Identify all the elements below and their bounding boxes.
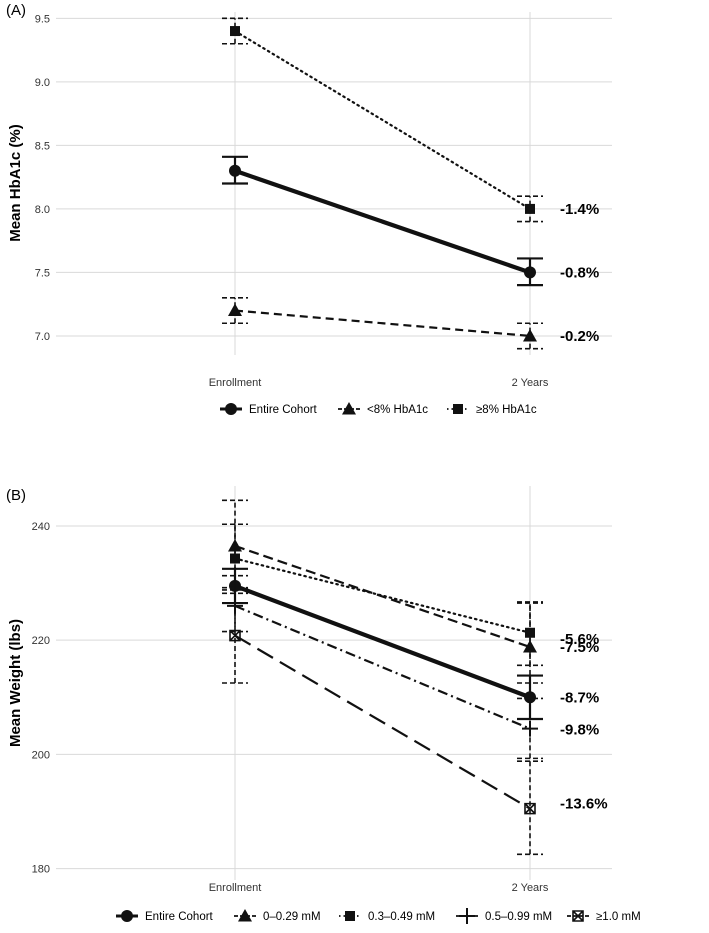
- y-tick-label: 9.0: [35, 77, 50, 89]
- legend-marker: [342, 402, 356, 415]
- data-label: -9.8%: [560, 722, 599, 739]
- y-tick-label: 220: [32, 635, 50, 647]
- data-label: -7.5%: [560, 639, 599, 656]
- data-point: [228, 303, 242, 317]
- series-1: -0.2%: [222, 297, 599, 350]
- data-point: [523, 328, 537, 342]
- legend-label: 0.3–0.49 mM: [368, 911, 435, 923]
- data-point: [525, 627, 535, 638]
- legend-marker: [572, 910, 584, 922]
- legend-label: Entire Cohort: [249, 404, 318, 416]
- legend-label: ≥1.0 mM: [596, 911, 641, 923]
- legend-label: 0–0.29 mM: [263, 911, 321, 923]
- y-tick-label: 200: [32, 749, 50, 761]
- series-0: -8.7%: [222, 567, 599, 721]
- legend-marker: [459, 908, 475, 924]
- data-label: -0.2%: [560, 328, 599, 345]
- data-point: [229, 164, 241, 177]
- y-tick-label: 240: [32, 521, 50, 533]
- series-0: -0.8%: [222, 155, 599, 287]
- legend-marker: [238, 909, 252, 922]
- series-line: [234, 604, 531, 730]
- y-tick-label: 7.0: [35, 331, 50, 343]
- data-point: [524, 802, 536, 815]
- series-2: -1.4%: [222, 17, 599, 223]
- y-tick-label: 8.5: [35, 140, 50, 152]
- data-label: -0.8%: [560, 264, 599, 281]
- series-4: -13.6%: [222, 589, 608, 856]
- series-1: -7.5%: [222, 499, 599, 684]
- legend-marker: [121, 910, 133, 922]
- y-tick-label: 7.5: [35, 267, 50, 279]
- series-line: [234, 168, 531, 275]
- series-line: [234, 544, 531, 649]
- legend-label: ≥8% HbA1c: [476, 404, 537, 416]
- data-point: [230, 26, 240, 37]
- legend-label: <8% HbA1c: [367, 404, 428, 416]
- legend-label: Entire Cohort: [145, 911, 214, 923]
- x-tick-label: 2 Years: [512, 377, 549, 389]
- x-tick-label: 2 Years: [512, 882, 549, 894]
- y-tick-label: 180: [32, 864, 50, 876]
- series-2: -5.6%: [222, 523, 599, 667]
- panel-label: (B): [6, 487, 26, 504]
- data-label: -13.6%: [560, 796, 608, 813]
- data-point: [230, 553, 240, 564]
- y-tick-label: 9.5: [35, 13, 50, 25]
- data-label: -1.4%: [560, 201, 599, 218]
- panel-label: (A): [6, 2, 26, 19]
- chart-panel-b: (B) Mean Weight (lbs) 180 200 220 240 Enrollme…: [6, 486, 641, 924]
- series-line: [234, 634, 531, 810]
- chart-panel-a: (A) Mean HbA1c (%) 7.0 7.5 8.0 8.5 9.0 9.5 Enrol…: [6, 2, 612, 416]
- series-line: [234, 583, 531, 700]
- legend: Entire Cohort <8% HbA1c ≥8% HbA1c: [220, 402, 537, 416]
- x-tick-label: Enrollment: [209, 882, 262, 894]
- x-tick-label: Enrollment: [209, 377, 262, 389]
- y-axis-label: Mean Weight (lbs): [7, 619, 24, 747]
- legend-marker: [453, 404, 463, 414]
- legend-marker: [225, 403, 237, 415]
- data-label: -8.7%: [560, 689, 599, 706]
- data-point: [524, 266, 536, 279]
- legend-label: 0.5–0.99 mM: [485, 911, 552, 923]
- series-line: [233, 29, 532, 211]
- data-point: [229, 629, 241, 642]
- data-label: -5.6%: [560, 631, 599, 648]
- y-axis-label: Mean HbA1c (%): [7, 124, 24, 242]
- legend-marker: [345, 911, 355, 921]
- data-point: [524, 691, 536, 704]
- data-point: [525, 203, 535, 214]
- legend: Entire Cohort 0–0.29 mM 0.3–0.49 mM 0.5–0.9…: [116, 908, 641, 924]
- y-tick-label: 8.0: [35, 204, 50, 216]
- series-line: [234, 309, 531, 338]
- data-point: [522, 720, 538, 737]
- series-line: [233, 557, 532, 634]
